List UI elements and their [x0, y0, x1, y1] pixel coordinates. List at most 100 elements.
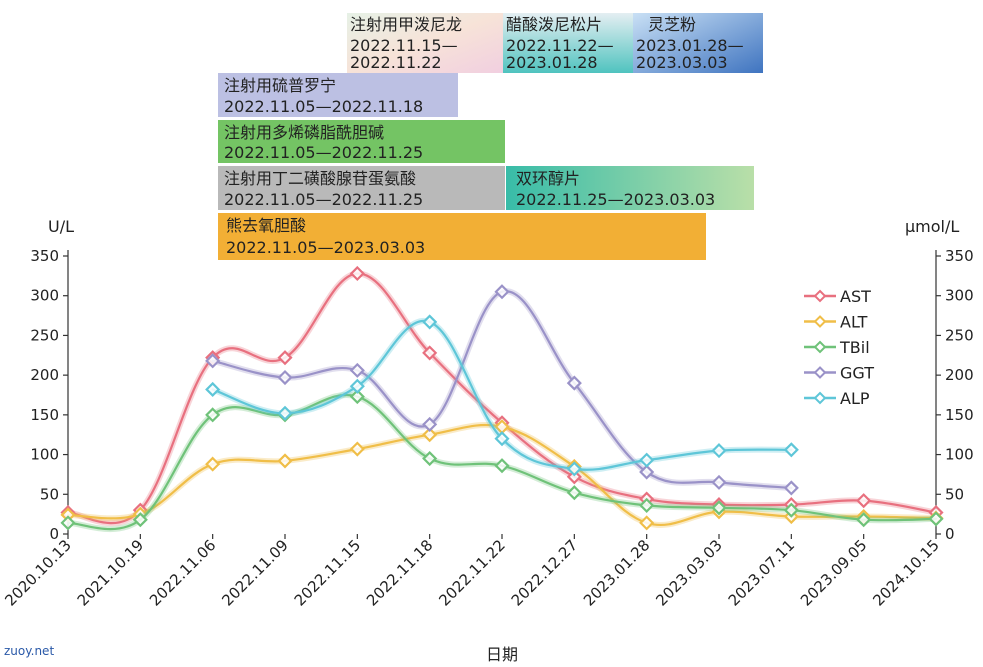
left-tick-label: 350 — [30, 247, 59, 265]
med-date-line2: 2023.03.03 — [636, 53, 728, 72]
data-point — [711, 474, 727, 490]
data-point — [349, 265, 365, 282]
x-tick-label: 2023.09.05 — [797, 536, 870, 609]
data-point — [783, 480, 799, 496]
data-point — [783, 502, 799, 518]
med-box-tiopronin: 注射用硫普罗宁 2022.11.05—2022.11.18 — [218, 73, 458, 117]
legend-marker — [813, 315, 827, 328]
data-point — [711, 443, 727, 459]
med-box-ganoderma: 灵芝粉 2023.01.28— 2023.03.03 — [633, 13, 763, 73]
data-point — [205, 353, 221, 369]
x-tick-label: 2024.10.15 — [869, 536, 942, 609]
data-point — [783, 442, 799, 458]
med-date-line1: 2023.01.28— — [636, 36, 744, 55]
legend-marker — [813, 340, 827, 354]
data-point — [422, 345, 438, 361]
data-point — [639, 452, 655, 468]
legend-label: ALT — [840, 313, 868, 332]
left-tick-label: 150 — [30, 406, 59, 424]
left-tick-label: 100 — [30, 446, 59, 464]
med-date: 2022.11.05—2023.03.03 — [226, 238, 425, 257]
legend-item-ast: AST — [804, 287, 871, 306]
left-tick-label: 50 — [40, 485, 59, 503]
series-line — [66, 272, 938, 525]
right-tick-label: 100 — [945, 446, 974, 464]
data-point — [711, 500, 727, 516]
left-tick-label: 250 — [30, 326, 59, 344]
medication-annotations: 注射用甲泼尼龙 2022.11.15— 2022.11.22 醋酸泼尼松片 20… — [218, 13, 763, 260]
med-date: 2022.11.05—2022.11.18 — [224, 97, 423, 116]
right-tick-label: 0 — [945, 525, 955, 543]
series-tbil — [60, 389, 944, 533]
data-point — [60, 515, 76, 531]
data-point — [639, 497, 655, 513]
watermark: zuoy.net — [4, 644, 55, 658]
right-tick-label: 50 — [945, 485, 964, 503]
x-axis-label: 日期 — [486, 645, 518, 664]
data-point — [639, 515, 655, 531]
data-point — [639, 464, 655, 480]
med-box-ademetionine: 注射用丁二磺酸腺苷蛋氨酸 2022.11.05—2022.11.25 — [218, 166, 505, 210]
legend-marker — [813, 366, 827, 379]
data-point — [566, 485, 582, 501]
x-tick-label: 2022.11.09 — [218, 536, 291, 609]
data-point — [566, 461, 582, 477]
med-box-prednisone: 醋酸泼尼松片 2022.11.22— 2023.01.28 — [503, 13, 633, 73]
data-point — [277, 453, 293, 469]
series-ast — [60, 265, 944, 526]
x-tick-label: 2023.03.03 — [652, 536, 725, 609]
right-tick-label: 150 — [945, 406, 974, 424]
x-tick-label: 2020.10.13 — [1, 536, 74, 609]
med-date-line2: 2022.11.22 — [350, 53, 442, 72]
x-tick-label: 2021.10.19 — [74, 536, 147, 609]
data-point — [494, 431, 510, 447]
med-name: 双环醇片 — [516, 169, 580, 188]
x-tick-label: 2022.11.15 — [291, 536, 364, 609]
data-point — [422, 314, 438, 330]
legend-marker — [813, 289, 827, 303]
med-box-polyene-phosphatidylcholine: 注射用多烯磷脂酰胆碱 2022.11.05—2022.11.25 — [218, 120, 505, 163]
med-box-bicyclol: 双环醇片 2022.11.25—2023.03.03 — [506, 166, 754, 210]
x-axis-ticks: 2020.10.132021.10.192022.11.062022.11.09… — [1, 534, 943, 610]
right-tick-label: 350 — [945, 247, 974, 265]
x-tick-label: 2022.12.27 — [508, 536, 581, 609]
left-tick-label: 300 — [30, 287, 59, 305]
data-point — [422, 416, 438, 432]
med-name: 醋酸泼尼松片 — [506, 15, 602, 34]
right-tick-label: 300 — [945, 287, 974, 305]
med-date-line2: 2023.01.28 — [506, 53, 598, 72]
data-point — [494, 458, 510, 474]
med-date-line1: 2022.11.22— — [506, 36, 614, 55]
med-name: 熊去氧胆酸 — [226, 216, 306, 235]
data-point — [422, 427, 438, 443]
data-point — [349, 378, 365, 394]
right-tick-label: 200 — [945, 366, 974, 384]
data-point — [422, 450, 438, 467]
series-alp — [205, 314, 799, 477]
med-name: 注射用多烯磷脂酰胆碱 — [224, 123, 384, 142]
data-point — [349, 362, 365, 378]
legend-label: TBil — [839, 338, 870, 357]
left-axis-ticks: 0 50 100 150 200 250 300 350 — [30, 247, 68, 543]
data-point — [349, 389, 365, 405]
axes: 0 50 100 150 200 250 300 350 0 50 100 150 200 250 300… — [1, 217, 973, 664]
data-point — [205, 456, 221, 472]
series-ggt — [205, 284, 799, 496]
data-point — [566, 469, 582, 485]
x-tick-label: 2023.07.11 — [725, 536, 798, 609]
med-name: 注射用硫普罗宁 — [224, 76, 336, 95]
legend-marker — [813, 391, 827, 405]
data-point — [349, 441, 365, 457]
data-point — [494, 284, 510, 300]
data-point — [566, 375, 582, 391]
left-tick-label: 200 — [30, 366, 59, 384]
med-name: 灵芝粉 — [648, 15, 696, 34]
data-point — [277, 350, 293, 366]
left-axis-unit: U/L — [48, 217, 74, 236]
med-date: 2022.11.05—2022.11.25 — [224, 143, 423, 162]
x-tick-label: 2022.11.06 — [146, 536, 219, 609]
data-point — [928, 511, 944, 527]
legend-item-ggt: GGT — [804, 364, 874, 383]
legend-item-tbil: TBil — [804, 338, 870, 357]
